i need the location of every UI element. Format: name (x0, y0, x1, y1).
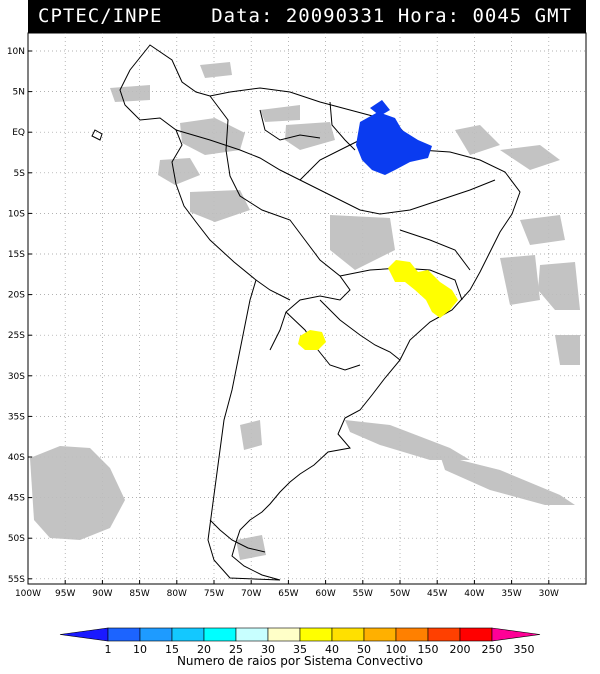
lon-label: 65W (278, 589, 298, 599)
agency-label: CPTEC/INPE (38, 5, 163, 27)
colorbar-tick-label: 1 (105, 643, 112, 656)
lightning-cluster-yellow (298, 260, 458, 350)
lat-label: 15S (8, 250, 25, 260)
lat-label: 50S (8, 534, 25, 544)
lat-label: 5N (13, 88, 25, 98)
colorbar-tick-label: 100 (386, 643, 407, 656)
colorbar-swatch (459, 627, 493, 642)
lon-label: 75W (204, 589, 224, 599)
colorbar-swatch (299, 627, 333, 642)
colorbar-swatch (395, 627, 429, 642)
lat-label: EQ (12, 128, 25, 138)
colorbar (59, 627, 541, 642)
lon-label: 45W (427, 589, 447, 599)
colorbar-caption: Numero de raios por Sistema Convectivo (176, 654, 424, 668)
colorbar-swatch (107, 627, 141, 642)
lon-label: 30W (539, 589, 559, 599)
colorbar-swatch (139, 627, 173, 642)
colorbar-tick-label: 150 (418, 643, 439, 656)
colorbar-swatch (59, 627, 109, 642)
lat-label: 10N (7, 47, 25, 57)
colorbar-swatch (363, 627, 397, 642)
lon-label: 70W (241, 589, 261, 599)
colorbar-swatch (171, 627, 205, 642)
lon-label: 50W (390, 589, 410, 599)
lat-label: 5S (14, 169, 26, 179)
colorbar-tick-label: 25 (229, 643, 243, 656)
latitude-labels: 10N 5N EQ 5S 10S 15S 20S 25S 30S 35S 40S 45S 50S 55S (7, 47, 32, 585)
lon-label: 80W (167, 589, 187, 599)
colorbar-swatch (491, 627, 541, 642)
lat-label: 35S (8, 412, 25, 422)
colorbar-swatch (203, 627, 237, 642)
longitude-labels: 100W 95W 90W 85W 80W 75W 70W 65W 60W 55W 50W 45W 40W… (15, 580, 559, 599)
colorbar-tick-label: 20 (197, 643, 211, 656)
map-header: CPTEC/INPE Data: 20090331 Hora: 0045 GMT (28, 0, 586, 33)
date-value: 20090331 (285, 5, 386, 27)
lon-label: 90W (92, 589, 112, 599)
colorbar-swatch (235, 627, 269, 642)
timestamp: Data: 20090331 Hora: 0045 GMT (211, 5, 572, 27)
colorbar-swatch (267, 627, 301, 642)
colorbar-swatch (331, 627, 365, 642)
lon-label: 85W (129, 589, 149, 599)
colorbar-tick-labels: 1 10 15 20 25 30 35 40 50 100 150 200 250 350 (105, 643, 535, 656)
colorbar-tick-label: 30 (261, 643, 275, 656)
lightning-cluster-blue (356, 100, 432, 175)
lon-label: 55W (353, 589, 373, 599)
lon-label: 60W (315, 589, 335, 599)
lat-label: 25S (8, 331, 25, 341)
lat-label: 30S (8, 372, 25, 382)
lon-label: 100W (15, 589, 41, 599)
lon-label: 35W (501, 589, 521, 599)
date-label: Data: (211, 5, 274, 27)
lon-label: 95W (55, 589, 75, 599)
lon-label: 40W (464, 589, 484, 599)
colorbar-tick-label: 35 (293, 643, 307, 656)
cloud-cover (30, 62, 580, 560)
colorbar-tick-label: 200 (450, 643, 471, 656)
colorbar-tick-label: 40 (325, 643, 339, 656)
colorbar-tick-label: 350 (514, 643, 535, 656)
lat-label: 45S (8, 494, 25, 504)
lat-label: 40S (8, 453, 25, 463)
lat-label: 55S (8, 575, 25, 585)
colorbar-tick-label: 10 (133, 643, 147, 656)
time-value: 0045 GMT (472, 5, 572, 27)
colorbar-swatch (427, 627, 461, 642)
lat-label: 20S (8, 291, 25, 301)
colorbar-tick-label: 15 (165, 643, 179, 656)
time-label: Hora: (397, 5, 461, 27)
colorbar-tick-label: 50 (357, 643, 371, 656)
colorbar-tick-label: 250 (482, 643, 503, 656)
lat-label: 10S (8, 209, 25, 219)
